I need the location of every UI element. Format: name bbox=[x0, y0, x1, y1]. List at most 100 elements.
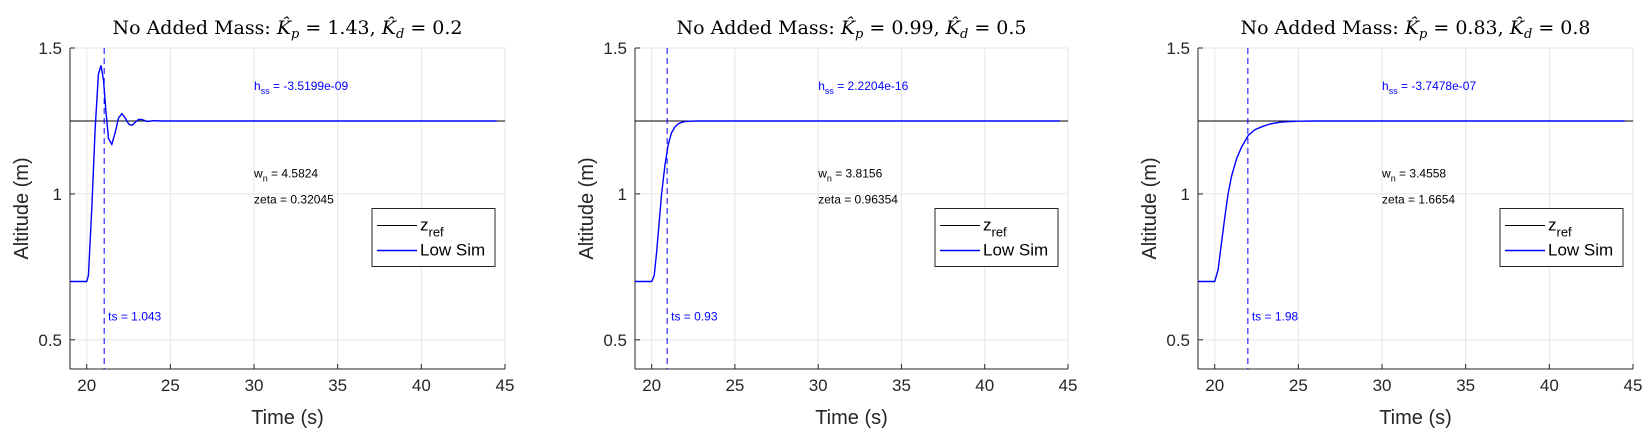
settling-time-label: ts = 1.98 bbox=[1252, 309, 1299, 323]
x-tick-label: 45 bbox=[1059, 376, 1078, 395]
legend-entry-name: Low Sim bbox=[1548, 241, 1613, 260]
title-kd-sub: d bbox=[396, 27, 404, 42]
title-kd-symbol: K̂ bbox=[381, 17, 398, 39]
x-tick-label: 40 bbox=[412, 376, 431, 395]
hss-value: = 2.2204e-16 bbox=[834, 79, 909, 93]
chart-panel-2: 20 25 30 35 40 45 0.5 1 1.5 Time (s) Altitude (m) N… bbox=[576, 17, 1077, 429]
x-tick-label: 25 bbox=[161, 376, 180, 395]
title-sep: , bbox=[370, 17, 382, 39]
legend-entry-name: Low Sim bbox=[983, 241, 1048, 260]
legend-entry-name: Low Sim bbox=[420, 241, 485, 260]
series-line-low-sim bbox=[1198, 120, 1625, 283]
hss-annotation: hss = -3.7478e-07 bbox=[1382, 79, 1476, 96]
x-axis-label: Time (s) bbox=[251, 407, 324, 429]
x-tick-label: 25 bbox=[725, 376, 744, 395]
x-tick-label: 20 bbox=[77, 376, 96, 395]
legend-entry-name: z bbox=[1548, 216, 1557, 235]
x-tick-label: 25 bbox=[1289, 376, 1308, 395]
wn-annotation: wn = 3.8156 bbox=[817, 166, 882, 183]
wn-annotation: wn = 4.5824 bbox=[253, 166, 318, 183]
title-kp-sub: p bbox=[1419, 27, 1428, 42]
legend-entry: zref bbox=[420, 216, 444, 240]
y-tick-label: 1.5 bbox=[1166, 39, 1190, 58]
title-eq: = bbox=[968, 17, 996, 39]
y-tick-label: 1 bbox=[618, 185, 627, 204]
title-sep: , bbox=[934, 17, 946, 39]
wn-subscript: n bbox=[263, 173, 268, 183]
hss-annotation: hss = 2.2204e-16 bbox=[818, 79, 908, 96]
legend-entry-name: z bbox=[983, 216, 992, 235]
legend-box bbox=[371, 208, 496, 267]
wn-subscript: n bbox=[1391, 173, 1396, 183]
legend-box bbox=[1499, 208, 1624, 267]
legend-entry-sub: ref bbox=[992, 225, 1008, 240]
legend-entry-sub: ref bbox=[429, 225, 445, 240]
wn-value: = 3.8156 bbox=[832, 166, 883, 180]
legend-box bbox=[934, 208, 1059, 267]
title-eq: = bbox=[863, 17, 891, 39]
y-tick-label: 1.5 bbox=[38, 39, 62, 58]
hss-symbol: h bbox=[818, 79, 825, 93]
legend-entry-name: z bbox=[420, 216, 429, 235]
y-tick-label: 0.5 bbox=[1166, 331, 1190, 350]
zeta-annotation: zeta = 1.6654 bbox=[1382, 193, 1455, 207]
title-prefix: No Added Mass: bbox=[1240, 17, 1404, 39]
settling-time-label: ts = 1.043 bbox=[108, 309, 161, 323]
x-tick-label: 35 bbox=[328, 376, 347, 395]
y-tick-label: 1 bbox=[53, 185, 62, 204]
title-eq: = bbox=[1427, 17, 1455, 39]
x-tick-label: 20 bbox=[1205, 376, 1224, 395]
zeta-annotation: zeta = 0.96354 bbox=[818, 193, 898, 207]
hss-value: = -3.7478e-07 bbox=[1398, 79, 1477, 93]
hss-subscript: ss bbox=[1389, 86, 1399, 96]
series-line-low-sim bbox=[70, 65, 497, 283]
title-kd-symbol: K̂ bbox=[1509, 17, 1526, 39]
title-kp-value: 0.99 bbox=[891, 17, 933, 39]
settling-time-label: ts = 0.93 bbox=[671, 309, 718, 323]
title-sep: , bbox=[1498, 17, 1510, 39]
title-kd-value: 0.5 bbox=[996, 17, 1026, 39]
x-tick-label: 40 bbox=[1540, 376, 1559, 395]
series-line-low-sim bbox=[635, 120, 1060, 283]
x-tick-label: 45 bbox=[496, 376, 515, 395]
x-tick-label: 45 bbox=[1624, 376, 1643, 395]
legend-entry: Low Sim bbox=[983, 241, 1048, 260]
title-kd-symbol: K̂ bbox=[945, 17, 962, 39]
x-tick-label: 30 bbox=[1373, 376, 1392, 395]
y-axis-label: Altitude (m) bbox=[11, 157, 33, 259]
y-axis-label: Altitude (m) bbox=[1139, 157, 1161, 259]
legend-entry: Low Sim bbox=[1548, 241, 1613, 260]
chart-panel-1: 20 25 30 35 40 45 0.5 1 1.5 Time (s) Altitude (m) N… bbox=[11, 17, 514, 429]
title-kd-sub: d bbox=[960, 27, 968, 42]
x-tick-label: 35 bbox=[1456, 376, 1475, 395]
title-kp-value: 0.83 bbox=[1455, 17, 1497, 39]
hss-subscript: ss bbox=[825, 86, 835, 96]
hss-symbol: h bbox=[254, 79, 261, 93]
y-tick-label: 0.5 bbox=[603, 331, 627, 350]
wn-subscript: n bbox=[827, 173, 832, 183]
title-eq: = bbox=[299, 17, 327, 39]
title-kp-sub: p bbox=[855, 27, 864, 42]
wn-symbol: w bbox=[253, 166, 263, 180]
wn-annotation: wn = 3.4558 bbox=[1381, 166, 1446, 183]
x-axis-label: Time (s) bbox=[1379, 407, 1452, 429]
hss-value: = -3.5199e-09 bbox=[270, 79, 349, 93]
title-kp-symbol: K̂ bbox=[1404, 17, 1421, 39]
title-eq: = bbox=[1532, 17, 1560, 39]
hss-symbol: h bbox=[1382, 79, 1389, 93]
legend-entry: zref bbox=[983, 216, 1007, 240]
title-kp-symbol: K̂ bbox=[840, 17, 857, 39]
wn-value: = 4.5824 bbox=[268, 166, 319, 180]
x-tick-label: 30 bbox=[809, 376, 828, 395]
x-tick-label: 20 bbox=[642, 376, 661, 395]
legend-entry-sub: ref bbox=[1557, 225, 1573, 240]
x-tick-label: 30 bbox=[245, 376, 264, 395]
y-axis-label: Altitude (m) bbox=[576, 157, 598, 259]
legend-entry: Low Sim bbox=[420, 241, 485, 260]
wn-symbol: w bbox=[817, 166, 827, 180]
title-prefix: No Added Mass: bbox=[676, 17, 840, 39]
